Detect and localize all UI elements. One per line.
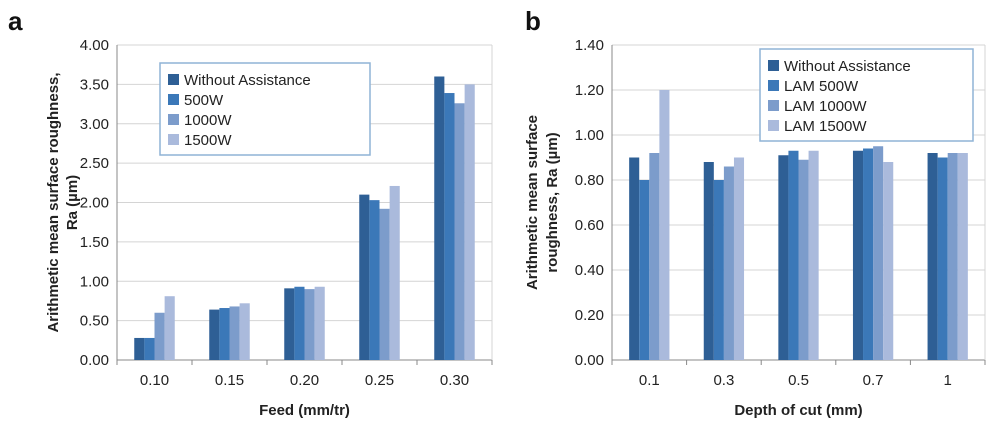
- chart-panel-a: a 0.00 0.50 1.00 1.50 2.00 2.50 3.00 3.50 4.00 0.1…: [8, 6, 493, 419]
- bar-b-2-1: [723, 166, 734, 360]
- legend-label: 1500W: [184, 132, 232, 149]
- y-tick-label: 4.00: [80, 37, 109, 54]
- legend-label: LAM 500W: [784, 78, 859, 95]
- bar-a-2-3: [379, 208, 390, 360]
- bar-a-1-1: [219, 308, 230, 360]
- x-tick-label: 0.5: [788, 372, 809, 389]
- bar-b-2-0: [649, 153, 660, 360]
- bar-a-2-2: [304, 289, 315, 360]
- y-tick-label: 1.00: [80, 273, 109, 290]
- y-tick-label: 1.40: [575, 37, 604, 54]
- bar-a-1-2: [294, 286, 305, 360]
- legend-label: Without Assistance: [184, 72, 311, 89]
- bar-b-1-4: [937, 157, 948, 360]
- x-tick-label: 0.30: [440, 372, 469, 389]
- bar-a-1-0: [144, 337, 155, 360]
- bar-b-1-1: [713, 180, 724, 360]
- bar-a-3-2: [314, 286, 325, 360]
- bar-b-2-4: [947, 153, 958, 360]
- panel-letter: b: [525, 6, 541, 36]
- y-tick-label: 0.80: [575, 172, 604, 189]
- bar-b-0-3: [852, 150, 864, 360]
- legend-label: 1000W: [184, 112, 232, 129]
- y-tick-label: 0.00: [80, 352, 109, 369]
- legend-label: LAM 1500W: [784, 118, 867, 135]
- bar-b-1-2: [788, 150, 799, 360]
- legend-swatch: [768, 100, 779, 111]
- x-tick-label: 0.20: [290, 372, 319, 389]
- y-axis-title-line: roughness, Ra (µm): [544, 132, 561, 272]
- y-axis-title-line: Ra (µm): [64, 175, 81, 230]
- x-tick-label: 0.1: [639, 372, 660, 389]
- bar-b-1-0: [639, 180, 650, 360]
- legend-swatch: [768, 60, 779, 71]
- legend-box: [759, 48, 974, 142]
- x-tick-label: 0.15: [215, 372, 244, 389]
- bar-a-3-4: [464, 84, 475, 360]
- bar-a-0-2: [284, 288, 295, 360]
- bar-b-0-4: [927, 153, 938, 360]
- x-tick-label: 1: [944, 372, 952, 389]
- bar-b-1-3: [863, 148, 874, 360]
- bar-a-0-1: [209, 309, 220, 360]
- y-tick-label: 2.50: [80, 155, 109, 172]
- y-tick-label: 2.00: [80, 195, 109, 212]
- x-tick-label: 0.7: [863, 372, 884, 389]
- bar-b-0-0: [629, 157, 640, 360]
- legend-swatch: [168, 114, 179, 125]
- x-tick-label: 0.25: [365, 372, 394, 389]
- bar-b-2-3: [873, 146, 884, 360]
- bar-a-0-4: [434, 76, 445, 360]
- y-tick-label: 0.50: [80, 313, 109, 330]
- legend-swatch: [768, 80, 779, 91]
- y-tick-label: 1.20: [575, 82, 604, 99]
- y-axis-title-line: Arithmetic mean surface: [524, 115, 541, 290]
- bar-a-0-3: [359, 194, 370, 360]
- y-tick-label: 3.50: [80, 76, 109, 93]
- legend-swatch: [168, 134, 179, 145]
- y-tick-label: 0.60: [575, 217, 604, 234]
- legend-box: [159, 62, 371, 156]
- x-tick-label: 0.10: [140, 372, 169, 389]
- y-axis-title-line: Arithmetic mean surface roughness,: [45, 72, 62, 332]
- bar-b-3-1: [733, 157, 745, 360]
- bar-b-3-4: [957, 153, 968, 360]
- y-tick-label: 3.00: [80, 116, 109, 133]
- x-tick-label: 0.3: [713, 372, 734, 389]
- panel-letter: a: [8, 6, 23, 36]
- bar-a-2-0: [154, 312, 165, 360]
- bar-b-0-1: [703, 162, 714, 360]
- legend-label: Without Assistance: [784, 58, 911, 75]
- y-tick-label: 0.20: [575, 307, 604, 324]
- x-axis-title: Depth of cut (mm): [734, 402, 862, 419]
- y-tick-label: 0.00: [575, 352, 604, 369]
- bar-a-3-3: [389, 185, 400, 360]
- bar-a-3-0: [164, 296, 175, 360]
- bar-a-2-1: [229, 306, 240, 360]
- chart-panel-b: b 0.00 0.20 0.40 0.60 0.80 1.00 1.20 1.40 0.1 0.3 0…: [524, 6, 986, 419]
- bar-b-0-2: [778, 155, 789, 360]
- legend: Without Assistance 500W 1000W 1500W: [159, 62, 371, 156]
- legend-label: 500W: [184, 92, 224, 109]
- legend: Without Assistance LAM 500W LAM 1000W LAM 1…: [759, 48, 974, 142]
- bar-a-1-3: [369, 200, 380, 360]
- bar-a-1-4: [444, 93, 455, 360]
- legend-swatch: [768, 120, 779, 131]
- bar-b-3-0: [659, 90, 670, 360]
- legend-label: LAM 1000W: [784, 98, 867, 115]
- bar-b-2-2: [798, 159, 809, 360]
- bar-b-3-3: [883, 162, 894, 360]
- bar-b-3-2: [808, 150, 819, 360]
- y-tick-label: 1.50: [80, 234, 109, 251]
- x-axis-title: Feed (mm/tr): [259, 402, 350, 419]
- y-tick-label: 0.40: [575, 262, 604, 279]
- y-tick-label: 1.00: [575, 127, 604, 144]
- legend-swatch: [168, 74, 179, 85]
- bar-a-2-4: [454, 103, 465, 361]
- legend-swatch: [168, 94, 179, 105]
- bar-a-0-0: [134, 337, 145, 360]
- bar-a-3-1: [239, 303, 250, 360]
